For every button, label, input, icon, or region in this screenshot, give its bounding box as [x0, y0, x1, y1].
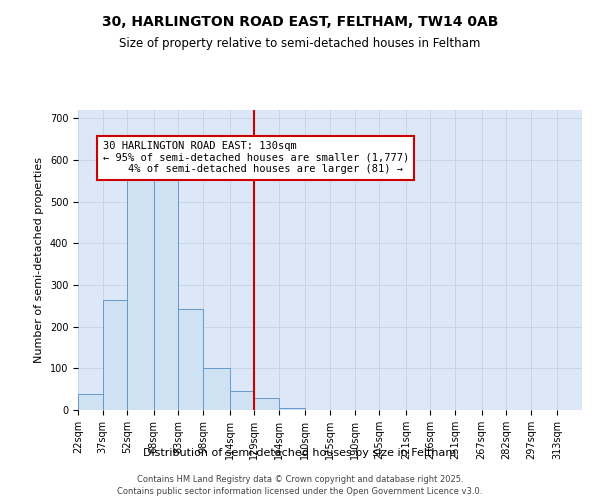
Text: Distribution of semi-detached houses by size in Feltham: Distribution of semi-detached houses by …: [143, 448, 457, 458]
Bar: [279, 408, 305, 410]
Bar: [154, 172, 178, 410]
Text: 30, HARLINGTON ROAD EAST, FELTHAM, TW14 0AB: 30, HARLINGTON ROAD EAST, FELTHAM, TW14 …: [102, 15, 498, 29]
Bar: [78, 394, 103, 410]
Text: Contains HM Land Registry data © Crown copyright and database right 2025.: Contains HM Land Registry data © Crown c…: [137, 475, 463, 484]
Bar: [178, 309, 203, 410]
Y-axis label: Number of semi-detached properties: Number of semi-detached properties: [34, 157, 44, 363]
Text: Size of property relative to semi-detached houses in Feltham: Size of property relative to semi-detach…: [119, 38, 481, 51]
Bar: [127, 168, 154, 410]
Bar: [203, 368, 230, 410]
Bar: [103, 300, 127, 410]
Text: Contains public sector information licensed under the Open Government Licence v3: Contains public sector information licen…: [118, 488, 482, 496]
Bar: [230, 391, 254, 410]
Bar: [254, 398, 279, 410]
Text: 30 HARLINGTON ROAD EAST: 130sqm
← 95% of semi-detached houses are smaller (1,777: 30 HARLINGTON ROAD EAST: 130sqm ← 95% of…: [103, 141, 409, 174]
